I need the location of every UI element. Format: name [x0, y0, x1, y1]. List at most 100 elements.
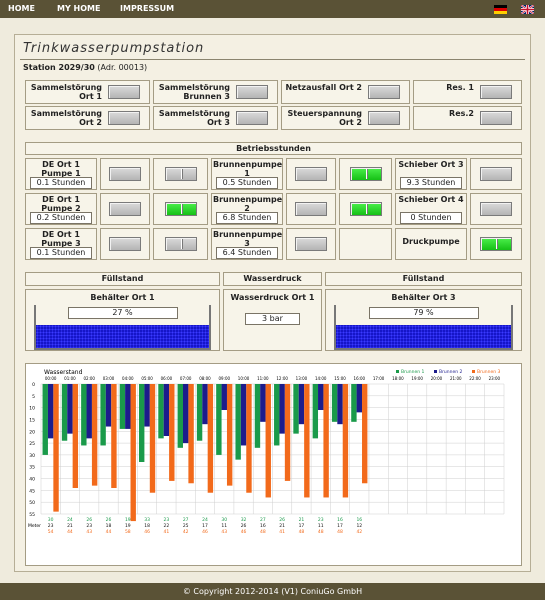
switch-button[interactable] [480, 237, 512, 251]
level-header: Wasserdruck [223, 272, 322, 286]
station-line: Station 2029/30 (Adr. 00013) [23, 63, 147, 72]
bar [337, 384, 343, 425]
value-label: 16 [356, 517, 362, 523]
bar [216, 384, 222, 455]
bar [125, 384, 131, 429]
value-label: 41 [164, 529, 170, 535]
bar [119, 384, 126, 429]
x-tick-label: 13:00 [296, 376, 308, 381]
x-tick-label: 00:00 [45, 376, 57, 381]
y-tick-label: 0 [32, 382, 35, 388]
x-tick-label: 22:00 [469, 376, 481, 381]
alarm-label: Sammelstörung Ort 1 [30, 83, 102, 101]
bar [42, 384, 48, 455]
unit-label: Schieber Ort 3 [398, 160, 464, 169]
x-tick-label: 18:00 [392, 376, 404, 381]
bar [298, 384, 305, 425]
value-label: 58 [125, 529, 131, 535]
value-label: 30 [48, 517, 54, 523]
value-label: 43 [86, 529, 92, 535]
value-label: 24 [202, 517, 208, 523]
value-label: 25 [183, 523, 189, 529]
switch-button[interactable] [480, 202, 512, 216]
value-label: 48 [337, 529, 343, 535]
bar [221, 384, 227, 410]
legend-label: Brunnen 1 [401, 369, 425, 375]
value-label: 27 [183, 517, 189, 523]
flag-uk[interactable] [521, 5, 534, 14]
tank-wall [334, 305, 336, 349]
switch-button[interactable] [295, 202, 327, 216]
switch-button[interactable] [109, 202, 141, 216]
bar [304, 384, 310, 498]
tank-floor [334, 348, 513, 350]
switch-button[interactable] [109, 237, 141, 251]
button-cell [339, 228, 392, 260]
switch-button[interactable] [368, 111, 400, 125]
switch-button[interactable] [108, 85, 140, 99]
switch-button[interactable] [368, 85, 400, 99]
level-header: Füllstand [325, 272, 522, 286]
bar [362, 384, 368, 484]
value-label: 21 [67, 523, 73, 529]
switch-button[interactable] [480, 167, 512, 181]
switch-button[interactable] [164, 167, 197, 181]
flag-de[interactable] [494, 5, 507, 14]
bar [312, 384, 319, 439]
nav-item[interactable]: HOME [8, 4, 35, 13]
x-tick-label: 02:00 [83, 376, 95, 381]
tank-wall [209, 305, 211, 349]
hours-box: 9.3 Stunden [400, 177, 462, 189]
legend-swatch [434, 370, 437, 373]
switch-button[interactable] [480, 111, 512, 125]
bar [226, 384, 233, 486]
legend-swatch [472, 370, 475, 373]
switch-button[interactable] [349, 167, 382, 181]
switch-button[interactable] [236, 85, 268, 99]
switch-button[interactable] [295, 237, 327, 251]
hours-box: 0 Stunden [400, 212, 462, 224]
bar [323, 384, 329, 498]
x-tick-label: 06:00 [161, 376, 173, 381]
bar [235, 384, 241, 460]
value-label: 23 [48, 523, 54, 529]
x-tick-label: 04:00 [122, 376, 134, 381]
unit-label: DE Ort 1 Pumpe 3 [41, 230, 81, 248]
value-label: 23 [318, 517, 324, 523]
hours-box: 0.1 Stunden [30, 247, 92, 259]
level-label: Behälter Ort 3 [391, 293, 456, 302]
button-cell [470, 158, 522, 190]
bar [342, 384, 349, 498]
button-cell [470, 193, 522, 225]
bar [158, 384, 164, 439]
x-tick-label: 16:00 [354, 376, 366, 381]
nav-item[interactable]: MY HOME [57, 4, 101, 13]
bar [130, 384, 136, 522]
bar [139, 384, 145, 462]
bar [47, 384, 54, 439]
switch-button[interactable] [295, 167, 327, 181]
tank-fill [36, 325, 209, 348]
value-label: 48 [299, 529, 305, 535]
bar [182, 384, 189, 444]
bar [279, 384, 285, 434]
switch-button[interactable] [480, 85, 512, 99]
switch-button[interactable] [108, 111, 140, 125]
y-tick-label: 5 [32, 394, 35, 400]
unit-label: DE Ort 1 Pumpe 2 [41, 195, 81, 213]
nav-item[interactable]: IMPRESSUM [120, 4, 175, 13]
value-label: 19 [125, 517, 131, 523]
button-cell [286, 228, 336, 260]
switch-button[interactable] [236, 111, 268, 125]
switch-button[interactable] [349, 202, 382, 216]
bar [81, 384, 87, 446]
value-label: 26 [279, 517, 285, 523]
nav-bar [0, 0, 545, 18]
switch-button[interactable] [109, 167, 141, 181]
x-tick-label: 19:00 [411, 376, 423, 381]
switch-button[interactable] [164, 237, 197, 251]
switch-button[interactable] [164, 202, 197, 216]
bar [202, 384, 208, 425]
bar [163, 384, 170, 436]
level-header: Füllstand [25, 272, 220, 286]
